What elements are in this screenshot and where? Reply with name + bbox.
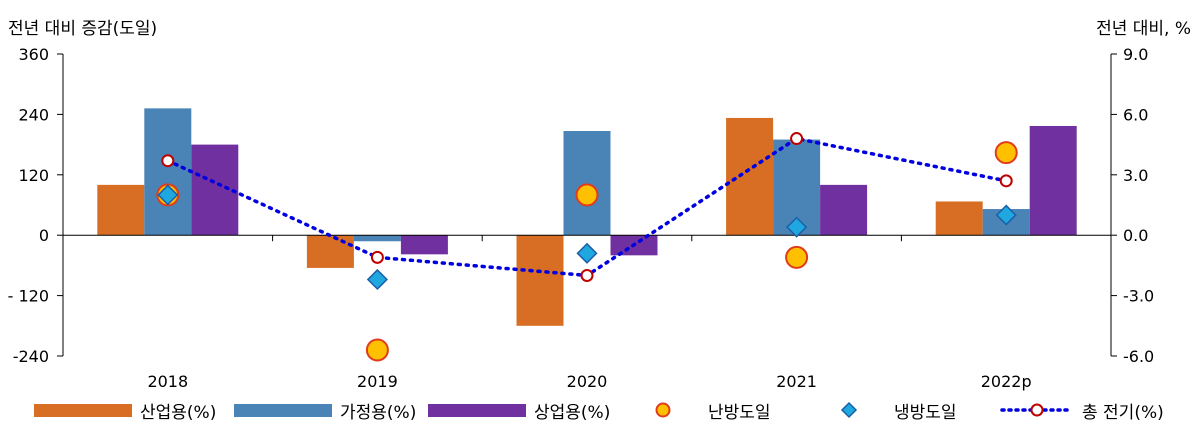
- y-right-tick-label-3: 0.0: [1123, 226, 1148, 245]
- x-tick-label-3: 2021: [776, 372, 817, 391]
- bar-2-1: [400, 235, 448, 255]
- y-right-tick-label-0: 9.0: [1123, 45, 1148, 64]
- legend-marker-hdd: [648, 400, 678, 420]
- legend-item-industrial: 산업용(%): [34, 392, 216, 428]
- legend-item-commercial: 상업용(%): [428, 392, 610, 428]
- x-tick-label-4: 2022p: [981, 372, 1032, 391]
- y-right-tick-label-2: 3.0: [1123, 166, 1148, 185]
- legend-marker-total: [1000, 400, 1074, 420]
- legend-marker-cdd: [834, 400, 864, 420]
- point-total-3: [790, 132, 804, 146]
- bar-0-0: [97, 184, 145, 236]
- legend-label-industrial: 산업용(%): [140, 402, 217, 423]
- bar-2-4: [1029, 125, 1077, 236]
- y-left-tick-label-0: 360: [18, 45, 49, 64]
- y-left-tick-label-1: 240: [18, 105, 49, 124]
- chart-plot: 360 240 120 0 - 120 -240 9.0 6.0 3.0 0.0 -3.0 -6.0 2…: [8, 45, 1155, 391]
- point-total-1: [370, 250, 384, 264]
- x-tick-label-0: 2018: [147, 372, 188, 391]
- point-hdd-4: [994, 141, 1018, 165]
- legend: 산업용(%) 가정용(%) 상업용(%) 난방도일 냉방도일 총 전기(%): [0, 392, 1199, 428]
- legend-item-cdd: 냉방도일: [834, 392, 957, 428]
- legend-swatch-industrial: [34, 403, 132, 417]
- y-left-tick-label-4: - 120: [8, 287, 49, 306]
- bar-2-0: [191, 144, 239, 236]
- point-hdd-3: [785, 245, 809, 269]
- legend-item-residential: 가정용(%): [234, 392, 416, 428]
- bar-2-3: [820, 184, 868, 236]
- bar-0-4: [935, 201, 983, 236]
- legend-label-residential: 가정용(%): [340, 402, 417, 423]
- bar-0-2: [516, 235, 564, 326]
- point-hdd-2: [575, 183, 599, 207]
- point-cdd-0: [157, 184, 179, 206]
- point-cdd-1: [366, 268, 388, 291]
- bar-0-1: [306, 235, 354, 268]
- y-axis-left-title: 전년 대비 증감(도일): [8, 19, 158, 39]
- y-left-tick-label-3: 0: [39, 226, 49, 245]
- legend-item-hdd: 난방도일: [648, 392, 771, 428]
- legend-label-commercial: 상업용(%): [534, 402, 611, 423]
- legend-label-cdd: 냉방도일: [894, 402, 957, 423]
- y-right-tick-label-4: -3.0: [1123, 287, 1154, 306]
- y-left-tick-label-2: 120: [18, 166, 49, 185]
- legend-label-hdd: 난방도일: [708, 402, 771, 423]
- point-total-0: [161, 154, 175, 168]
- y-right-tick-label-5: -6.0: [1123, 347, 1154, 366]
- point-total-2: [580, 268, 594, 282]
- legend-item-total: 총 전기(%): [1000, 392, 1164, 428]
- y-axis-right-title: 전년 대비, %: [1096, 19, 1191, 39]
- bar-1-1: [353, 235, 401, 242]
- y-right-tick-label-1: 6.0: [1123, 105, 1148, 124]
- point-hdd-1: [365, 338, 389, 362]
- point-cdd-4: [995, 204, 1017, 226]
- legend-swatch-residential: [234, 403, 332, 417]
- legend-label-total: 총 전기(%): [1082, 402, 1164, 423]
- bar-1-2: [563, 131, 611, 236]
- legend-swatch-commercial: [428, 403, 526, 417]
- bar-0-3: [726, 117, 774, 236]
- y-left-tick-label-5: -240: [13, 347, 49, 366]
- point-cdd-3: [786, 216, 808, 238]
- point-total-4: [999, 174, 1013, 188]
- x-tick-label-1: 2019: [357, 372, 398, 391]
- point-cdd-2: [576, 242, 598, 264]
- x-tick-label-2: 2020: [567, 372, 608, 391]
- bar-1-0: [144, 108, 192, 236]
